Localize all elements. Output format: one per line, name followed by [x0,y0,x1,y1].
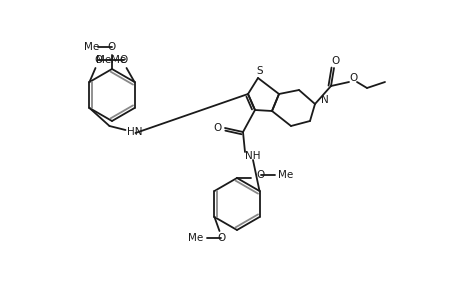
Text: O: O [217,233,225,243]
Text: Me: Me [84,42,100,52]
Text: O: O [108,42,116,52]
Text: S: S [256,66,263,76]
Text: O: O [331,56,339,66]
Text: O: O [349,73,358,83]
Text: Me: Me [277,170,293,180]
Text: Me: Me [95,55,111,65]
Text: NH: NH [245,151,260,161]
Text: Me: Me [111,55,126,65]
Text: Me: Me [188,233,203,243]
Text: O: O [119,55,127,65]
Text: HN: HN [127,127,143,137]
Text: N: N [320,95,328,105]
Text: O: O [213,123,222,133]
Text: O: O [94,55,102,65]
Text: O: O [256,170,263,180]
